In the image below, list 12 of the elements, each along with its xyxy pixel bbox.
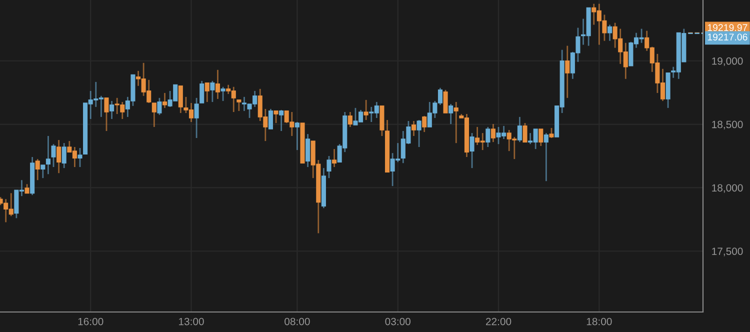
y-tick-label: 18,500 bbox=[712, 120, 743, 130]
x-tick-label: 03:00 bbox=[385, 318, 410, 326]
ref-line-label: 19219.97 bbox=[708, 24, 748, 32]
ref-line-label: 19217.06 bbox=[708, 34, 748, 40]
y-tick-label: 18,000 bbox=[712, 184, 743, 193]
x-tick-label: 08:00 bbox=[284, 318, 310, 326]
x-tick-label: 16:00 bbox=[78, 318, 104, 326]
y-tick-label: 19,000 bbox=[712, 57, 743, 66]
y-tick-label: 17,500 bbox=[712, 248, 743, 256]
x-tick-label: 13:00 bbox=[179, 318, 204, 326]
x-tick-label: 22:00 bbox=[486, 318, 512, 326]
x-tick-label: 18:00 bbox=[586, 318, 612, 326]
